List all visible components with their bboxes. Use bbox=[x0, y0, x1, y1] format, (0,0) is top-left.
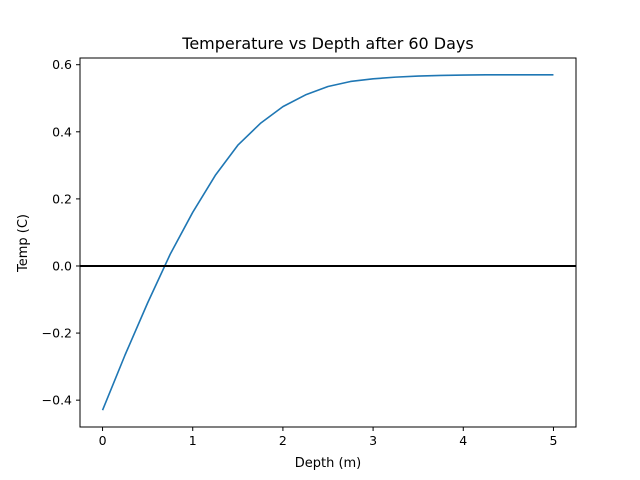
y-tick-label: −0.2 bbox=[42, 326, 72, 341]
y-tick-label: 0.4 bbox=[52, 124, 72, 139]
y-tick-label: 0.6 bbox=[52, 57, 72, 72]
chart-title: Temperature vs Depth after 60 Days bbox=[181, 34, 473, 53]
y-axis-label: Temp (C) bbox=[16, 214, 31, 273]
y-tick-label: 0.2 bbox=[52, 191, 72, 206]
plot-frame bbox=[79, 57, 577, 428]
x-axis-label: Depth (m) bbox=[295, 456, 362, 471]
x-tick-label: 4 bbox=[459, 433, 467, 448]
x-tick-label: 0 bbox=[99, 433, 107, 448]
y-tick-label: 0.0 bbox=[52, 258, 72, 273]
x-tick-label: 1 bbox=[189, 433, 197, 448]
x-tick-label: 5 bbox=[549, 433, 557, 448]
x-tick-label: 3 bbox=[369, 433, 377, 448]
plot-area: 0 1 2 3 4 5 −0.4 −0.2 0.0 0.2 0.4 0.6 bbox=[42, 57, 577, 448]
series-line-0 bbox=[101, 73, 554, 411]
x-tick-label: 2 bbox=[279, 433, 287, 448]
y-tick-label: −0.4 bbox=[42, 393, 72, 408]
